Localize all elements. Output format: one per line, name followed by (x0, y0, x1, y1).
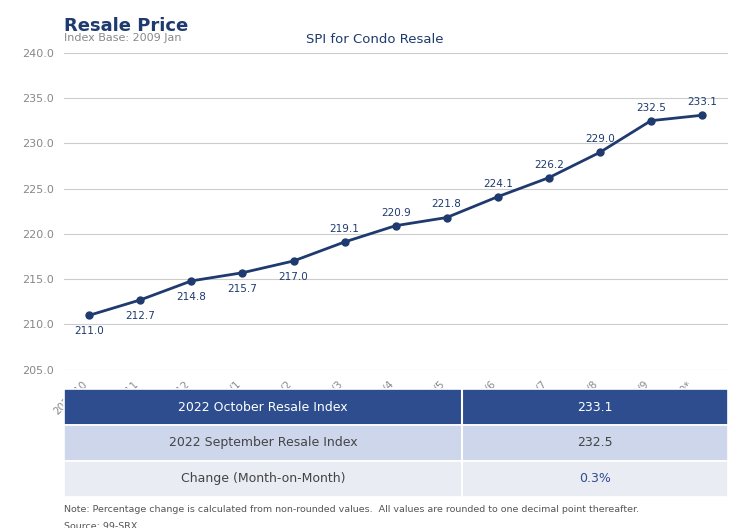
Text: Source: 99-SRX: Source: 99-SRX (64, 522, 137, 528)
Text: 226.2: 226.2 (534, 159, 564, 169)
Text: Index Base: 2009 Jan: Index Base: 2009 Jan (64, 33, 182, 43)
Text: 224.1: 224.1 (483, 178, 513, 188)
Text: 2022 October Resale Index: 2022 October Resale Index (178, 401, 348, 413)
Text: 212.7: 212.7 (125, 311, 155, 321)
Text: Resale Price: Resale Price (64, 17, 188, 35)
Text: 232.5: 232.5 (636, 102, 666, 112)
Text: 2022 September Resale Index: 2022 September Resale Index (169, 437, 357, 449)
Text: 0.3%: 0.3% (579, 473, 610, 485)
Text: SPI for Condo Resale: SPI for Condo Resale (306, 33, 444, 46)
Text: 229.0: 229.0 (585, 134, 615, 144)
Text: Note: Percentage change is calculated from non-rounded values.  All values are r: Note: Percentage change is calculated fr… (64, 505, 639, 514)
Text: 215.7: 215.7 (227, 284, 257, 294)
Text: 219.1: 219.1 (330, 224, 359, 234)
Text: 232.5: 232.5 (577, 437, 613, 449)
Text: 233.1: 233.1 (687, 97, 717, 107)
Text: Change (Month-on-Month): Change (Month-on-Month) (181, 473, 345, 485)
Text: 217.0: 217.0 (279, 272, 308, 282)
Text: 233.1: 233.1 (577, 401, 613, 413)
Text: 221.8: 221.8 (432, 200, 461, 210)
Text: 211.0: 211.0 (74, 326, 104, 336)
Text: 214.8: 214.8 (176, 292, 206, 302)
Text: 220.9: 220.9 (381, 208, 410, 218)
